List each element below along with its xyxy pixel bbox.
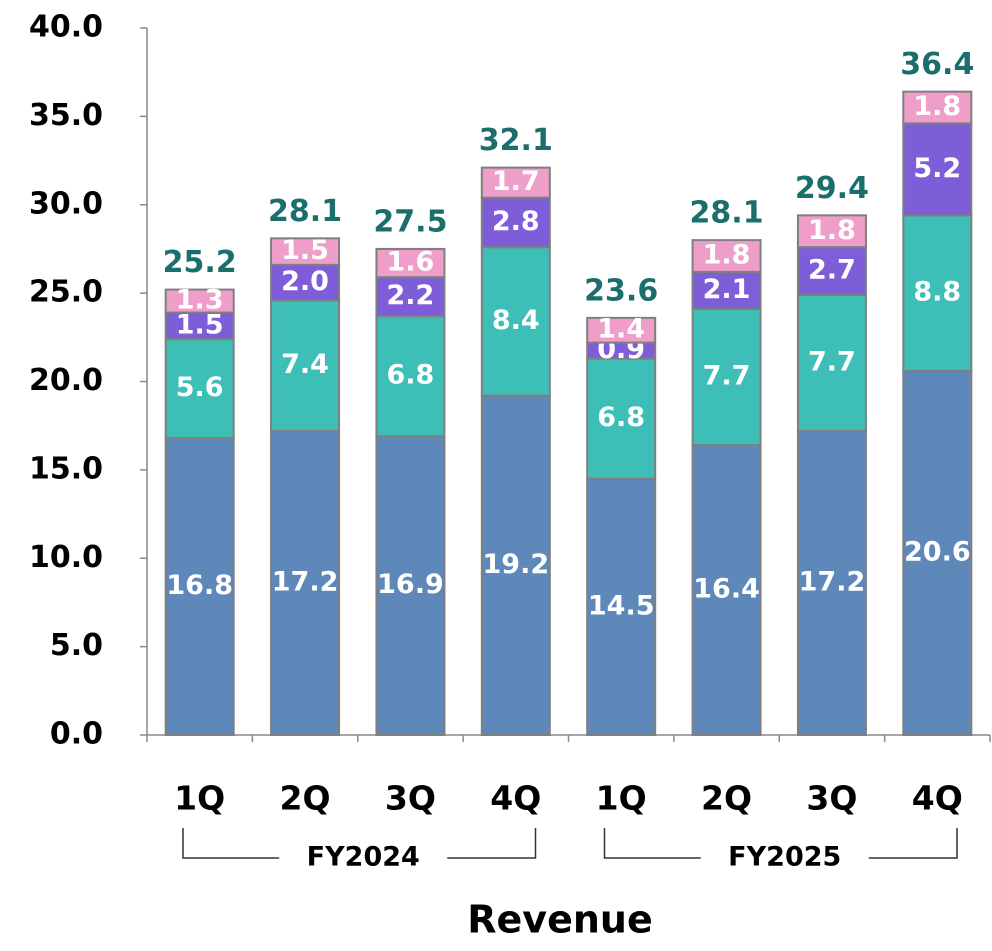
data-label: 7.4 [281,349,329,380]
data-label: 8.4 [492,305,540,336]
bar-segment [480,246,551,397]
x-tick-label: 1Q [174,779,225,818]
bar-segment [796,246,867,296]
bar-segment [480,196,551,249]
bar-segment [270,429,341,736]
data-label: 19.2 [483,549,550,580]
data-label: 2.8 [492,206,540,237]
x-tick-label: 3Q [806,779,857,818]
data-label: 14.5 [588,590,655,621]
data-label: 1.8 [703,240,751,271]
bar-segment [902,90,973,125]
data-label: 2.0 [281,266,329,297]
total-label: 28.1 [268,194,342,229]
y-tick-label: 30.0 [29,186,103,221]
data-label: 20.6 [904,536,971,567]
bar-segment [270,299,341,432]
y-tick-label: 0.0 [50,717,103,752]
data-label: 1.5 [281,235,329,266]
y-tick-label: 40.0 [29,10,103,45]
y-tick-label: 20.0 [29,363,103,398]
group-bracket [603,828,958,859]
y-tick-label: 35.0 [29,98,103,133]
data-label: 1.8 [913,91,961,122]
y-tick-label: 5.0 [50,628,103,663]
bar-segment [375,247,446,279]
x-axis-label: Revenue [467,898,652,942]
data-label: 6.8 [387,360,435,391]
y-tick-label: 15.0 [29,451,103,486]
bar-segment [691,444,762,736]
group-label: FY2024 [307,842,420,873]
bar-segment [375,315,446,438]
data-label: 1.6 [387,247,435,278]
data-label: 16.9 [377,569,444,600]
x-tick-label: 1Q [596,779,647,818]
total-label: 25.2 [163,245,237,280]
total-label: 28.1 [690,196,764,231]
data-label: 16.4 [693,574,760,605]
data-label: 5.6 [176,372,224,403]
bar-segment [164,437,235,736]
bar-segment [270,237,341,266]
data-label: 1.4 [597,314,645,345]
data-label: 17.2 [799,566,866,597]
total-label: 32.1 [479,123,553,158]
bar-segment [480,394,551,736]
total-label: 27.5 [373,204,447,239]
total-label: 23.6 [584,273,658,308]
data-label: 1.5 [176,309,224,340]
total-label: 36.4 [900,47,974,82]
bar-segment [270,263,341,302]
bar-segment [586,316,657,344]
bar-segment [691,239,762,273]
bar-segment [164,288,235,314]
x-tick-label: 4Q [490,779,541,818]
y-tick-label: 10.0 [29,540,103,575]
y-tick-label: 25.0 [29,275,103,310]
bar-segment [480,166,551,199]
data-label: 2.1 [703,274,751,305]
bar-segment [164,338,235,440]
x-tick-label: 2Q [280,779,331,818]
data-label: 6.8 [597,402,645,433]
bar-segment [796,293,867,432]
data-label: 7.7 [703,361,751,392]
total-label: 29.4 [795,171,869,206]
bar-segment [691,308,762,447]
x-tick-label: 3Q [385,779,436,818]
data-label: 17.2 [272,566,339,597]
data-label: 8.8 [913,277,961,308]
bar-segment [902,122,973,217]
x-tick-label: 4Q [912,779,963,818]
data-label: 1.3 [176,285,224,316]
data-label: 5.2 [913,153,961,184]
data-label: 1.8 [808,215,856,246]
data-label: 2.7 [808,255,856,286]
bar-segment [902,214,973,372]
group-label: FY2025 [728,842,841,873]
x-tick-label: 2Q [701,779,752,818]
group-bracket [182,828,537,859]
data-label: 1.7 [492,166,540,197]
bar-segment [796,429,867,736]
data-label: 2.2 [387,280,435,311]
data-label: 7.7 [808,346,856,377]
bar-segment [796,214,867,249]
bar-segment [586,357,657,480]
data-label: 16.8 [166,570,233,601]
